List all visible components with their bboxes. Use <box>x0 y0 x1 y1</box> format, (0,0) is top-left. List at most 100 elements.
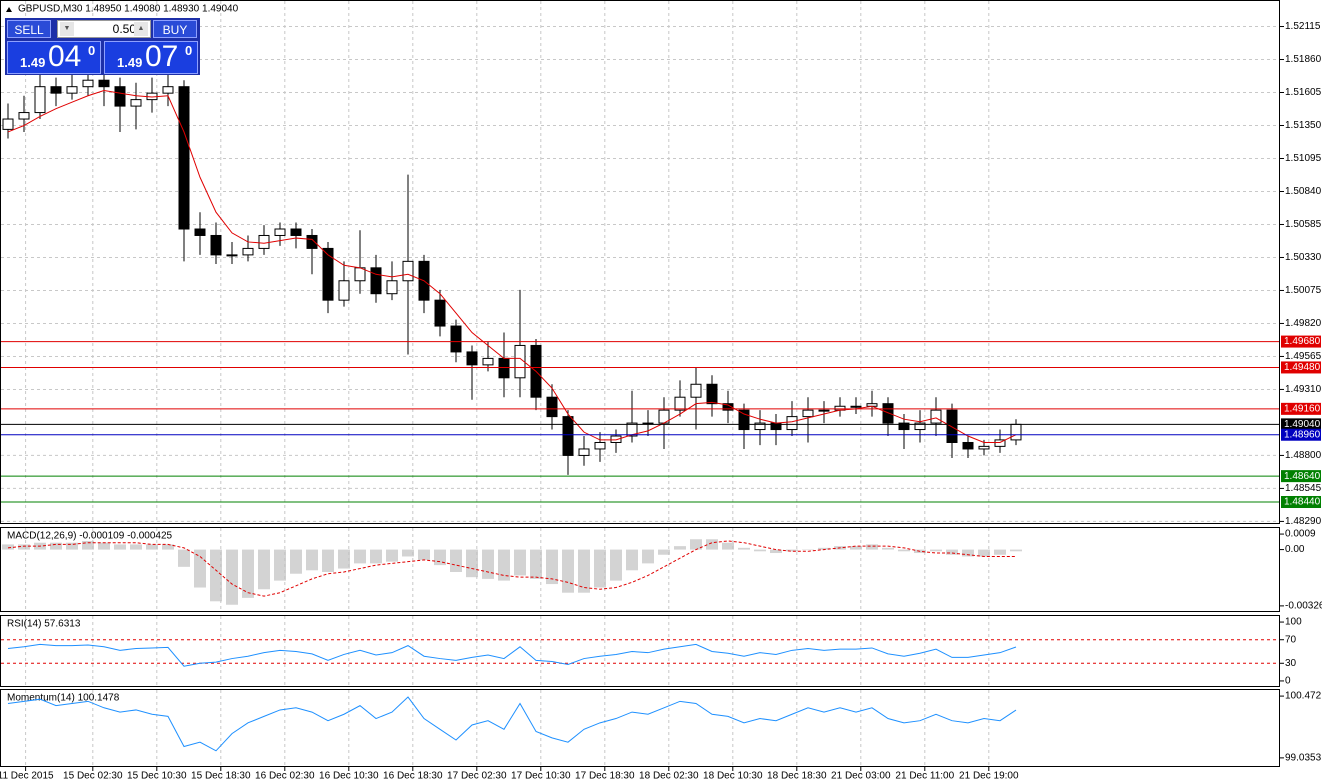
y-tick-label: 1.48800 <box>1285 450 1322 461</box>
candle-body <box>722 403 734 411</box>
candle-body <box>482 357 494 366</box>
macd-bar <box>338 549 350 569</box>
candle-body <box>130 99 142 107</box>
macd-bar <box>1010 549 1022 552</box>
volume-field[interactable]: ▼ 0.50 ▲ <box>57 20 151 38</box>
candle-body <box>386 280 398 295</box>
macd-bar <box>2 544 14 550</box>
ask-price[interactable]: 1.49 07 0 <box>104 40 198 74</box>
macd-bar <box>290 549 302 574</box>
candle-body <box>706 383 718 405</box>
macd-bar <box>674 546 686 550</box>
sell-button[interactable]: SELL <box>7 20 51 38</box>
candle-body <box>898 422 910 431</box>
bid-price[interactable]: 1.49 04 0 <box>7 40 101 74</box>
candle-body <box>818 409 830 412</box>
x-tick-label: 16 Dec 10:30 <box>319 771 379 782</box>
candle-body <box>226 254 238 257</box>
candle-body <box>18 112 30 120</box>
y-tick-label: 1.49310 <box>1285 384 1322 395</box>
y-tick-label: 1.51095 <box>1285 153 1322 164</box>
macd-bar <box>50 542 62 550</box>
ask-main: 07 <box>145 40 179 73</box>
candle-body <box>610 435 622 443</box>
macd-bar <box>978 549 990 557</box>
y-tick-label: 100 <box>1285 617 1302 628</box>
level-label-bg <box>1281 402 1321 415</box>
x-tick-label: 17 Dec 18:30 <box>575 771 635 782</box>
candle-body <box>882 403 894 424</box>
candle-body <box>674 396 686 411</box>
macd-bar <box>114 544 126 550</box>
macd-bar <box>82 540 94 550</box>
panel-frame <box>0 0 1280 524</box>
candle-body <box>82 79 94 88</box>
buy-button[interactable]: BUY <box>153 20 197 38</box>
macd-bar <box>818 547 830 550</box>
moving-average <box>7 90 1017 443</box>
level-label-bg <box>1281 335 1321 348</box>
collapse-icon[interactable] <box>6 7 12 12</box>
volume-value: 0.50 <box>112 22 136 36</box>
candle-body <box>802 409 814 418</box>
level-label-bg <box>1281 428 1321 441</box>
level-label-bg <box>1281 496 1321 509</box>
macd-bar <box>866 544 878 550</box>
y-tick-label: 100.472 <box>1285 691 1322 702</box>
macd-bar <box>930 549 942 552</box>
x-tick-label: 11 Dec 2015 <box>0 771 54 782</box>
y-tick-label: 0.0009 <box>1285 529 1316 540</box>
macd-bar <box>450 549 462 572</box>
macd-bar <box>738 547 750 550</box>
macd-bar <box>274 549 286 581</box>
candle-body <box>34 86 46 114</box>
x-tick-label: 21 Dec 03:00 <box>831 771 891 782</box>
x-tick-label: 18 Dec 18:30 <box>767 771 827 782</box>
x-tick-label: 17 Dec 02:30 <box>447 771 507 782</box>
x-tick-label: 21 Dec 11:00 <box>895 771 954 782</box>
candle-body <box>2 118 14 130</box>
macd-bar <box>66 542 78 550</box>
candle-body <box>738 409 750 431</box>
y-tick-label: 1.50075 <box>1285 285 1322 296</box>
macd-bar <box>194 549 206 588</box>
x-tick-label: 16 Dec 18:30 <box>383 771 443 782</box>
bid-main: 04 <box>48 40 82 73</box>
macd-bar <box>242 549 254 598</box>
macd-bar <box>994 549 1006 555</box>
macd-bar <box>306 549 318 571</box>
macd-bar <box>578 549 590 593</box>
volume-down[interactable]: ▼ <box>60 22 74 36</box>
candle-body <box>274 228 286 236</box>
candle-body <box>290 228 302 236</box>
macd-bar <box>514 549 526 576</box>
candle-body <box>594 441 606 450</box>
macd-bar <box>754 549 766 552</box>
volume-up[interactable]: ▲ <box>134 22 148 36</box>
candle-body <box>210 234 222 256</box>
candle-body <box>370 267 382 295</box>
candle-body <box>626 422 638 437</box>
x-tick-label: 17 Dec 10:30 <box>511 771 571 782</box>
candle-body <box>1010 423 1022 441</box>
macd-bar <box>370 549 382 564</box>
macd-bar <box>690 539 702 550</box>
candle-body <box>754 422 766 431</box>
candle-body <box>930 409 942 424</box>
macd-bar <box>418 549 430 560</box>
macd-bar <box>546 549 558 585</box>
level-label: 1.49160 <box>1284 403 1321 414</box>
level-label-bg <box>1281 470 1321 483</box>
macd-bar <box>322 549 334 572</box>
candle-body <box>98 79 110 88</box>
y-tick-label: 1.51605 <box>1285 87 1322 98</box>
macd-bar <box>226 549 238 605</box>
level-label: 1.49480 <box>1284 362 1321 373</box>
candle-body <box>450 325 462 353</box>
indicator-title: Momentum(14) 100.1478 <box>7 693 120 704</box>
macd-bar <box>18 544 30 550</box>
macd-bar <box>162 544 174 550</box>
candle-body <box>162 86 174 94</box>
